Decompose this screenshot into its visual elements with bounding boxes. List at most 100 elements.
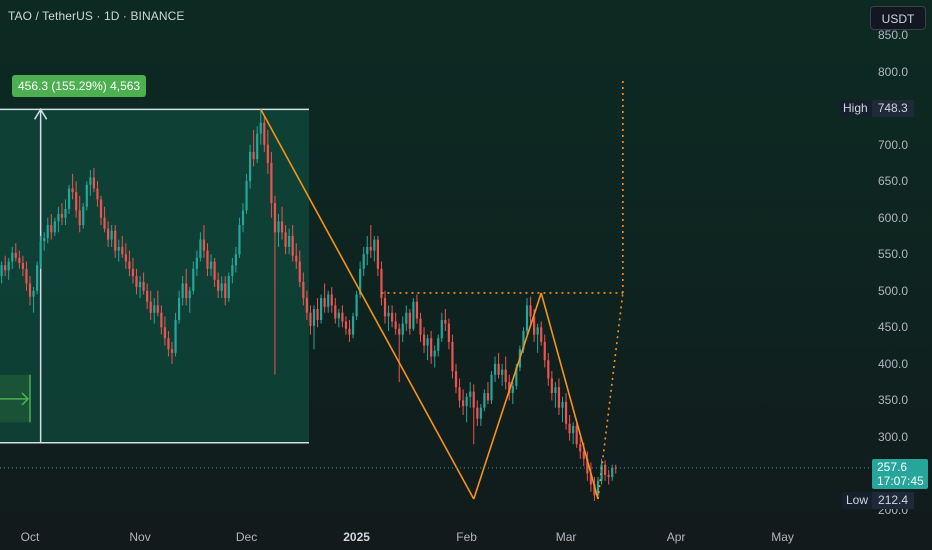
last-price-tag: 257.6 17:07:45	[872, 459, 928, 489]
candle-body	[99, 199, 103, 218]
candle-body	[561, 401, 564, 408]
measure-arrow-head	[34, 107, 48, 120]
candle-body	[21, 263, 24, 269]
candle-body	[92, 177, 95, 189]
measure-range-box	[0, 109, 309, 443]
candle-body	[557, 387, 561, 408]
candle-body	[256, 133, 259, 160]
candle-body	[401, 323, 404, 335]
candle-body	[415, 301, 419, 319]
price-tick-label: 600.0	[877, 210, 908, 225]
currency-button[interactable]: USDT	[870, 6, 926, 30]
candle-body	[117, 246, 120, 251]
price-tick-label: 850.0	[877, 28, 908, 42]
candle-body	[36, 265, 39, 291]
candle-body	[341, 312, 344, 322]
candle-body	[295, 255, 298, 262]
candle-body	[288, 235, 291, 247]
candle-body	[547, 360, 550, 379]
candle-body	[181, 283, 184, 299]
candle-body	[351, 316, 355, 335]
candle-body	[4, 265, 7, 271]
candle-body	[533, 316, 536, 335]
candle-body	[469, 391, 472, 397]
candle-body	[174, 320, 177, 353]
time-tick-label: May	[771, 530, 794, 544]
candle-body	[32, 290, 35, 297]
time-tick-label: Feb	[456, 530, 477, 544]
candle-body	[60, 214, 64, 218]
candle-body	[515, 367, 518, 386]
time-tick-label: 2025	[343, 530, 370, 544]
candle-body	[607, 474, 610, 478]
candle-body	[522, 330, 525, 350]
candle-body	[387, 312, 390, 317]
candle-body	[160, 312, 163, 328]
candle-body	[78, 210, 81, 225]
candle-body	[472, 391, 475, 408]
candle-body	[149, 301, 152, 313]
candle-body	[277, 221, 280, 233]
price-tick-label: 700.0	[877, 137, 908, 152]
candle-body	[451, 341, 454, 372]
candle-body	[142, 282, 145, 291]
candle-body	[493, 363, 497, 375]
measure-label: 456.3 (155.29%) 4,563	[12, 75, 147, 97]
candle-body	[220, 283, 223, 291]
candle-body	[199, 239, 202, 258]
candle-body	[71, 188, 74, 193]
candle-body	[209, 261, 213, 269]
candle-body	[419, 318, 422, 335]
candle-body	[270, 162, 273, 204]
candle-body	[25, 268, 28, 284]
candle-body	[82, 206, 85, 225]
candle-body	[422, 334, 426, 346]
candle-body	[412, 301, 415, 329]
time-tick-label: Nov	[129, 530, 151, 544]
price-tick-label: 300.0	[877, 429, 908, 444]
candle-body	[195, 257, 198, 269]
candle-body	[543, 341, 546, 361]
time-tick-label: Dec	[235, 530, 258, 544]
candle-body	[376, 239, 379, 269]
candle-body	[362, 254, 365, 269]
candle-body	[586, 458, 589, 474]
candle-body	[444, 320, 447, 324]
candle-body	[391, 312, 394, 322]
candle-body	[96, 188, 99, 200]
candle-body	[483, 393, 486, 408]
candle-body	[135, 276, 138, 288]
pattern-dotted-line	[597, 292, 624, 500]
candle-body	[359, 268, 362, 295]
candle-body	[298, 261, 301, 282]
candle-body	[323, 298, 326, 307]
symbol-title: TAO / TetherUS · 1D · BINANCE	[8, 9, 185, 23]
candle-body	[593, 484, 596, 496]
candle-body	[611, 467, 614, 478]
candle-body	[405, 312, 408, 324]
candle-body	[0, 265, 3, 277]
candle-body	[259, 122, 262, 134]
candle-body	[89, 177, 92, 185]
candle-body	[280, 221, 284, 233]
candle-body	[121, 246, 124, 255]
candle-body	[202, 239, 206, 251]
candle-body	[50, 225, 53, 233]
candle-body	[440, 320, 443, 339]
candle-body	[550, 378, 553, 394]
candle-body	[224, 283, 227, 299]
candle-body	[227, 276, 230, 299]
candle-body	[564, 401, 568, 424]
candle-body	[572, 425, 575, 434]
candle-body	[305, 298, 308, 313]
candle-body	[334, 305, 337, 319]
price-tick-label: 350.0	[877, 393, 908, 408]
candle-body	[355, 294, 358, 317]
candle-body	[178, 298, 181, 320]
candle-body	[366, 246, 369, 255]
candle-body	[316, 309, 319, 320]
candle-body	[582, 451, 585, 459]
candle-body	[476, 407, 479, 419]
